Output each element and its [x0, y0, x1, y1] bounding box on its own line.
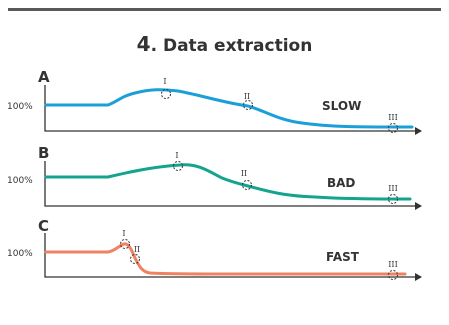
panel-b-marker-iii	[388, 194, 398, 204]
panel-c-letter: C	[38, 217, 49, 235]
panel-c-curve	[44, 242, 407, 276]
panel-b-marker-ii	[242, 180, 252, 190]
panel-c-marker-ii	[130, 254, 140, 264]
panel-c-marker-i	[120, 239, 130, 249]
panel-a-marker-ii	[243, 100, 253, 110]
panel-a-marker-iii-label: III	[388, 113, 397, 122]
panel-a-marker-iii	[388, 123, 398, 133]
panel-a-marker-ii-label: II	[244, 92, 250, 101]
panel-c-100-label: 100%	[7, 249, 33, 259]
panel-a-100-label: 100%	[7, 102, 33, 112]
panel-b-marker-ii-label: II	[241, 169, 247, 178]
panel-c-speed-label: FAST	[326, 250, 360, 264]
panel-c: C 100% I II III FAST	[7, 217, 422, 281]
panel-a-marker-i	[161, 89, 171, 99]
panel-c-marker-ii-label: II	[134, 245, 140, 254]
figure-title-text: . Data extraction	[150, 36, 313, 56]
panel-a-speed-label: SLOW	[322, 99, 361, 113]
panel-a: A 100% I II III SLOW	[7, 68, 422, 135]
panel-c-marker-iii-label: III	[388, 260, 397, 269]
panel-b: B 100% I II III BAD	[7, 144, 422, 210]
top-divider	[8, 8, 441, 11]
panel-b-letter: B	[38, 144, 49, 162]
panel-b-marker-i	[173, 161, 183, 171]
panel-b-speed-label: BAD	[327, 176, 355, 190]
panel-a-curve	[44, 88, 414, 129]
panel-c-marker-iii	[388, 270, 398, 280]
panel-b-marker-i-label: I	[175, 151, 178, 160]
panel-a-axes	[44, 85, 422, 135]
figure-title: 4. Data extraction	[0, 32, 449, 56]
figure-number: 4	[136, 32, 151, 56]
panel-a-letter: A	[38, 68, 50, 86]
panel-c-axes	[44, 233, 422, 281]
panel-b-marker-iii-label: III	[388, 184, 397, 193]
panel-b-curve	[44, 163, 412, 201]
panel-b-100-label: 100%	[7, 176, 33, 186]
panel-a-marker-i-label: I	[163, 77, 166, 86]
panel-c-marker-i-label: I	[122, 229, 125, 238]
